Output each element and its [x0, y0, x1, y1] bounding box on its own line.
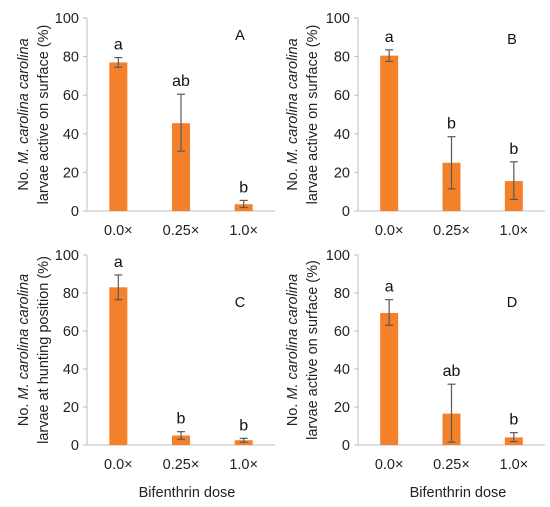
panel-label: C: [235, 295, 245, 311]
x-axis-title-left: Bifenthrin dose: [139, 485, 236, 501]
y-tick-label: 0: [342, 204, 350, 220]
significance-label: b: [509, 141, 518, 158]
significance-label: b: [509, 412, 518, 429]
chart-panel-d: 0 20 40 60 80 100 No. M. carolina carolina larv…: [285, 248, 545, 473]
chart-panel-b: 0 20 40 60 80 100 No. M. carolina carolina larv…: [285, 11, 545, 239]
y-tick-label: 80: [334, 50, 350, 66]
significance-label: b: [239, 179, 248, 196]
significance-label: a: [114, 37, 123, 54]
y-axis-label-line2: larvae active on surface (%): [305, 260, 321, 440]
chart-panel-c: 0 20 40 60 80 100 No. M. carolina carolina larv…: [16, 248, 275, 473]
y-tick-label: 60: [63, 88, 79, 104]
y-tick-label: 80: [334, 286, 350, 302]
significance-label: b: [177, 411, 186, 428]
y-tick-label: 40: [63, 127, 79, 143]
y-axis-label-line2: larvae active on surface (%): [36, 25, 52, 205]
y-axis-label-line1: No. M. carolina carolina: [285, 274, 301, 426]
y-axis-label-line2: larvae active on surface (%): [305, 25, 321, 205]
y-tick-label: 40: [334, 127, 350, 143]
x-tick-label: 1.0×: [229, 457, 258, 473]
x-tick-label: 1.0×: [229, 223, 258, 239]
y-axis-label-line1: No. M. carolina carolina: [285, 38, 301, 190]
x-tick-label: 0.0×: [104, 223, 133, 239]
x-axis-title-right: Bifenthrin dose: [410, 485, 507, 501]
panel-label: B: [507, 32, 517, 48]
y-tick-label: 80: [63, 286, 79, 302]
y-tick-label: 60: [63, 324, 79, 340]
bar-2: [172, 435, 190, 445]
y-tick-label: 0: [342, 438, 350, 454]
y-tick-label: 80: [63, 50, 79, 66]
y-axis-label-line1: No. M. carolina carolina: [16, 274, 32, 426]
y-tick-label: 60: [334, 324, 350, 340]
x-tick-label: 0.25×: [163, 223, 200, 239]
y-tick-label: 20: [63, 165, 79, 181]
panel-label: A: [235, 28, 245, 44]
y-tick-label: 100: [326, 248, 350, 264]
y-tick-label: 20: [334, 165, 350, 181]
y-tick-label: 40: [63, 362, 79, 378]
y-tick-label: 100: [55, 11, 79, 27]
chart-panel-a: 0 20 40 60 80 100 No. M. carolina carolina larv…: [16, 11, 275, 239]
y-tick-label: 0: [71, 438, 79, 454]
bar-1: [109, 62, 128, 211]
y-axis-label-line1: No. M. carolina carolina: [16, 38, 32, 190]
x-tick-label: 1.0×: [500, 223, 529, 239]
bar-1: [380, 55, 399, 212]
significance-label: a: [385, 279, 394, 296]
x-tick-label: 0.25×: [433, 457, 470, 473]
x-tick-label: 0.0×: [375, 223, 404, 239]
x-tick-label: 1.0×: [500, 457, 529, 473]
bar-1: [380, 312, 399, 445]
x-tick-label: 0.0×: [375, 457, 404, 473]
significance-label: a: [385, 29, 394, 46]
x-tick-label: 0.25×: [433, 223, 470, 239]
x-tick-label: 0.25×: [163, 457, 200, 473]
significance-label: b: [239, 417, 248, 434]
y-tick-label: 20: [63, 400, 79, 416]
panel-label: D: [507, 295, 517, 311]
y-tick-label: 20: [334, 400, 350, 416]
y-tick-label: 60: [334, 88, 350, 104]
significance-label: ab: [443, 363, 461, 380]
y-tick-label: 100: [326, 11, 350, 27]
y-tick-label: 0: [71, 204, 79, 220]
bar-1: [109, 287, 128, 445]
x-tick-label: 0.0×: [104, 457, 133, 473]
y-axis-label-line2: larvae at hunting position (%): [36, 256, 52, 444]
significance-label: ab: [172, 73, 190, 90]
bar-2: [172, 123, 190, 211]
significance-label: b: [447, 116, 456, 133]
significance-label: a: [114, 254, 123, 271]
y-tick-label: 100: [55, 248, 79, 264]
y-tick-label: 40: [334, 362, 350, 378]
